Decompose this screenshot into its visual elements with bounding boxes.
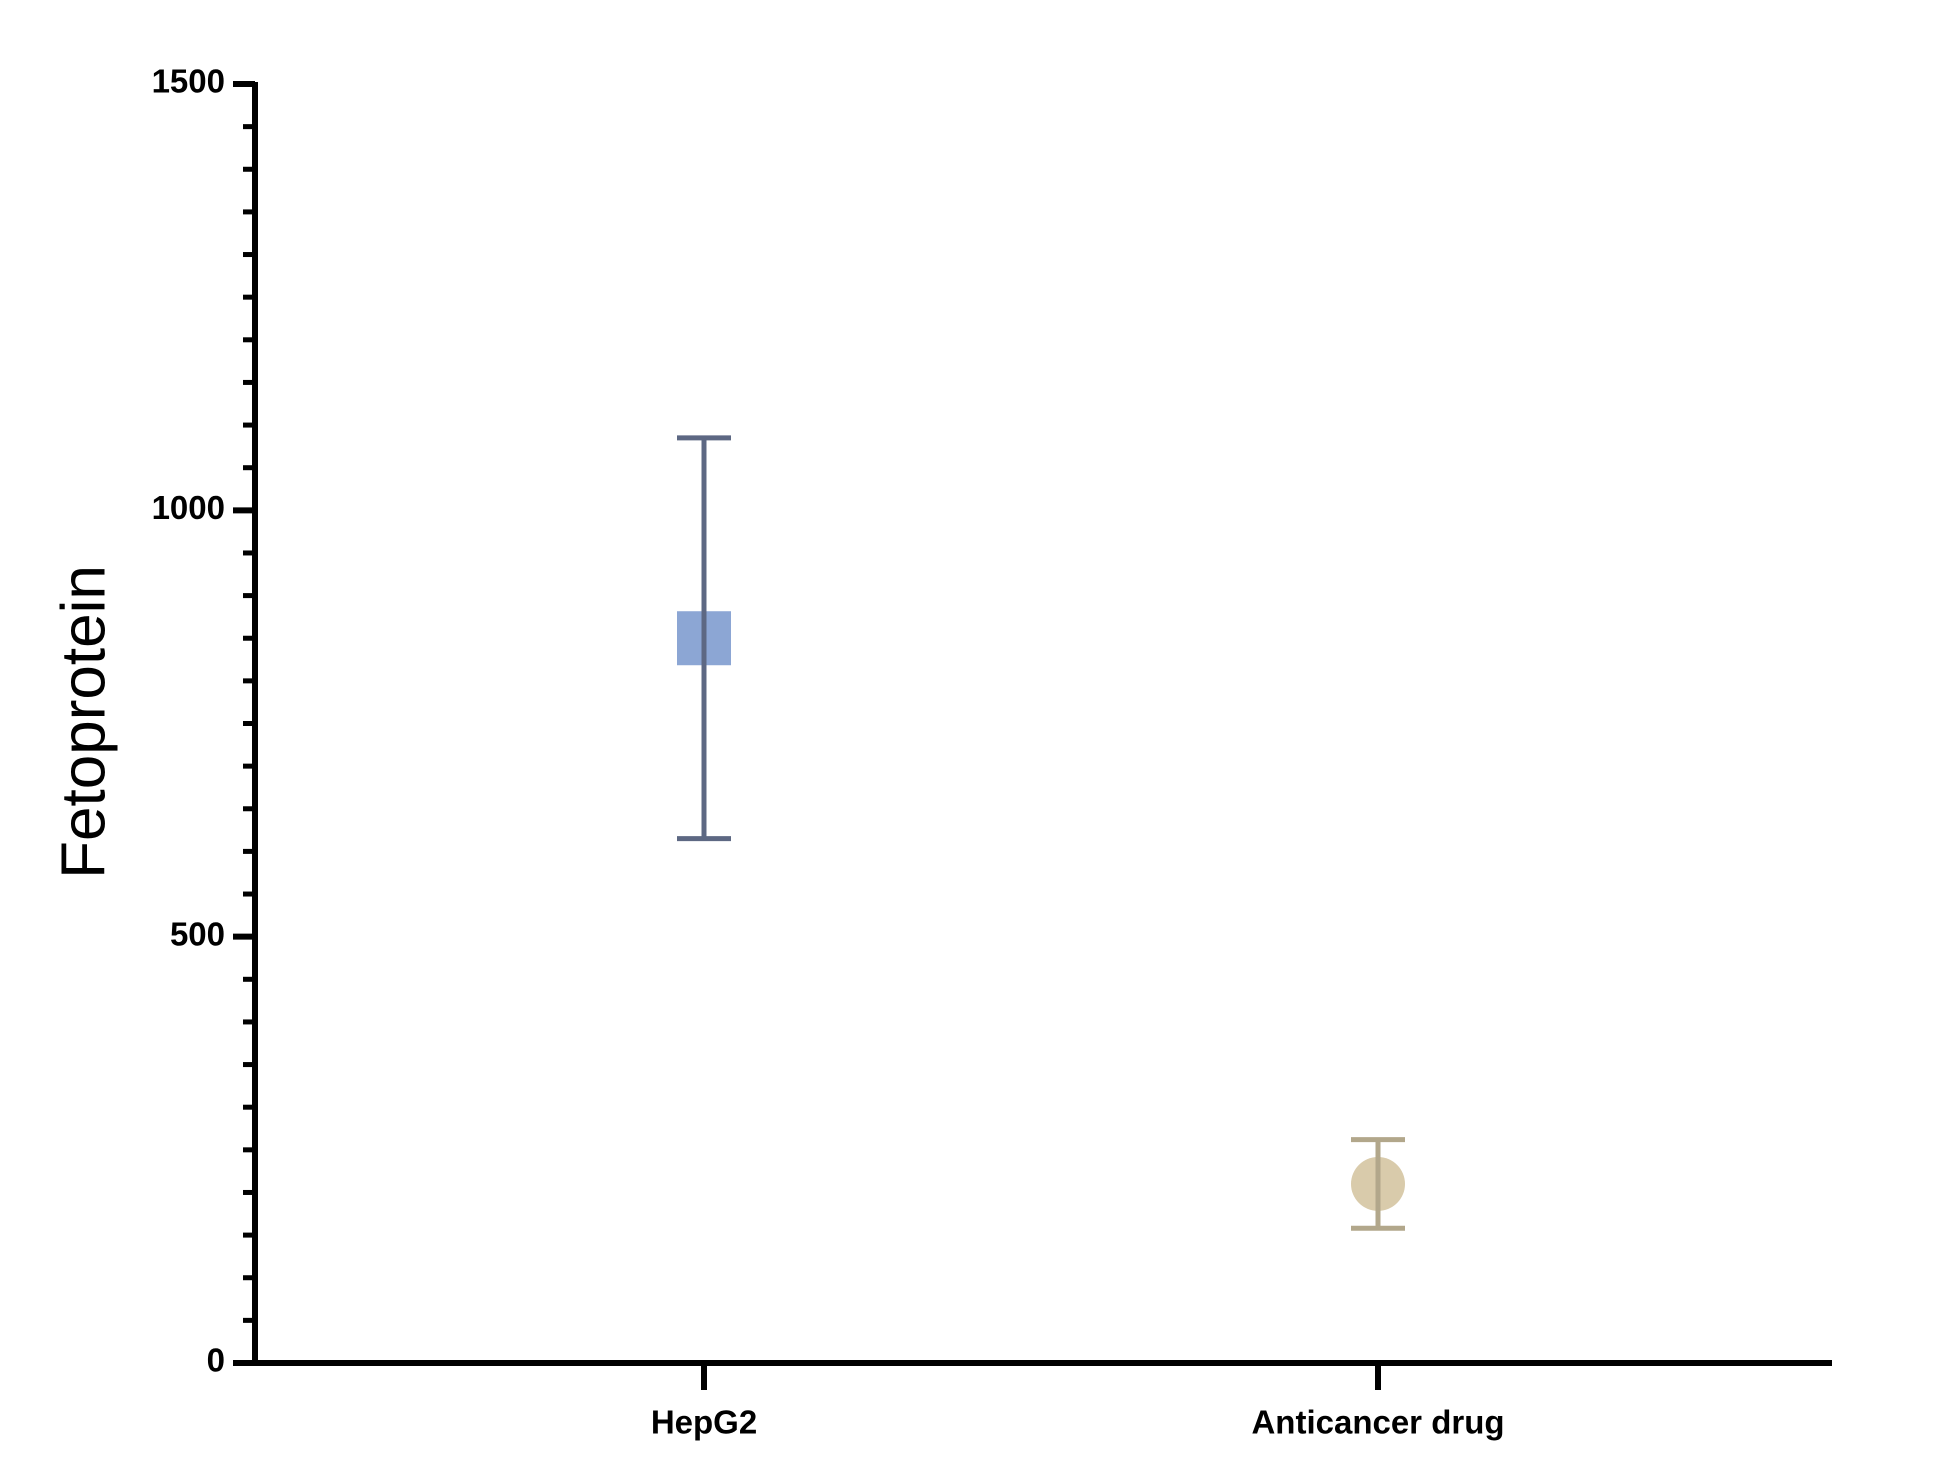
x-tick-label: Anticancer drug xyxy=(1251,1404,1504,1441)
y-axis-title: Fetoprotein xyxy=(49,565,118,879)
error-bar xyxy=(677,435,731,842)
error-bar xyxy=(1351,1137,1405,1231)
y-tick-label: 1000 xyxy=(152,489,225,526)
y-tick-label: 1500 xyxy=(152,63,225,100)
y-tick-label: 500 xyxy=(170,915,225,952)
x-tick-label: HepG2 xyxy=(651,1404,757,1441)
y-tick-label: 0 xyxy=(207,1342,225,1379)
